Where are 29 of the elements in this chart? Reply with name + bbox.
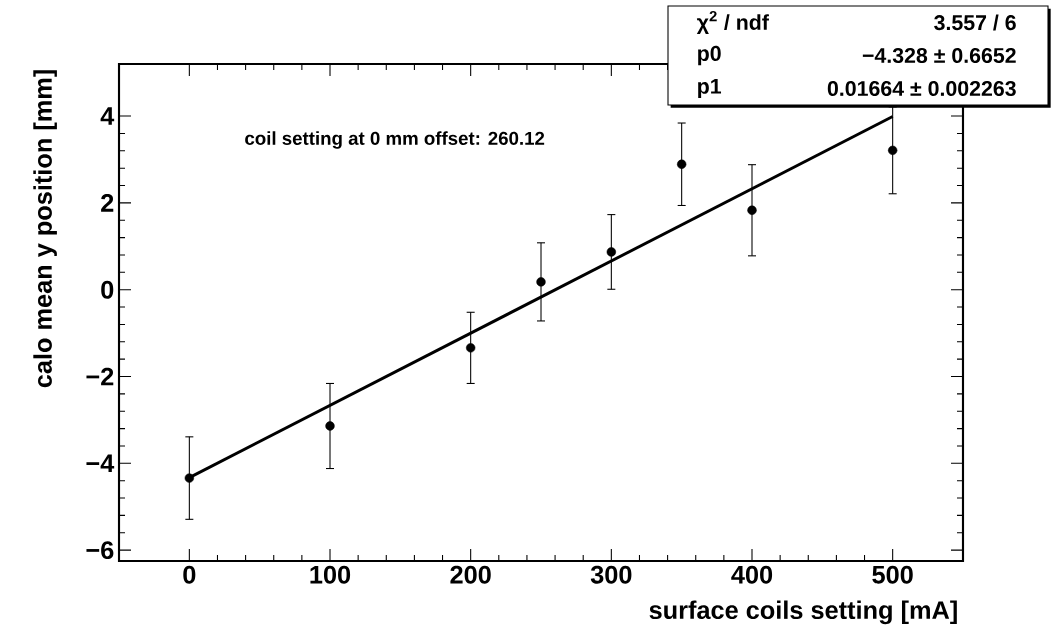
y-axis-title: calo mean y position [mm]: [33, 70, 57, 388]
annotation: p0: [698, 46, 721, 66]
point: [747, 205, 757, 216]
annotation: coil setting at 0 mm offset: 260.12: [245, 131, 545, 149]
annotation: p1: [698, 79, 722, 99]
x-tick-label: 100: [310, 565, 351, 584]
x-tick-label: 0: [183, 565, 196, 584]
point: [184, 473, 195, 483]
point: [606, 247, 617, 257]
y-tick-label: −6: [86, 541, 114, 560]
x-axis-title: surface coils setting [mA]: [649, 600, 957, 625]
point: [677, 159, 687, 170]
y-tick-label: 2: [101, 194, 114, 212]
y-tick-label: 4: [100, 107, 115, 125]
point: [325, 421, 335, 431]
text: χ$^{2}$ / ndf: [696, 11, 769, 35]
y-tick-label: −4: [86, 454, 115, 473]
text: 3.557 / 6: [934, 14, 1016, 31]
y-tick-label: 0: [101, 280, 114, 299]
text: −4.328 ± 0.6652: [862, 48, 1016, 64]
x-tick-label: 300: [590, 565, 632, 584]
x-tick-label: 500: [872, 565, 913, 584]
point: [466, 343, 476, 353]
x-tick-label: 400: [731, 565, 773, 584]
annotation: 0.01664 ± 0.002263: [827, 81, 1016, 97]
point: [536, 277, 546, 287]
x-tick-label: 200: [450, 565, 491, 584]
point: [888, 145, 898, 156]
y-tick-label: −2: [86, 367, 114, 386]
